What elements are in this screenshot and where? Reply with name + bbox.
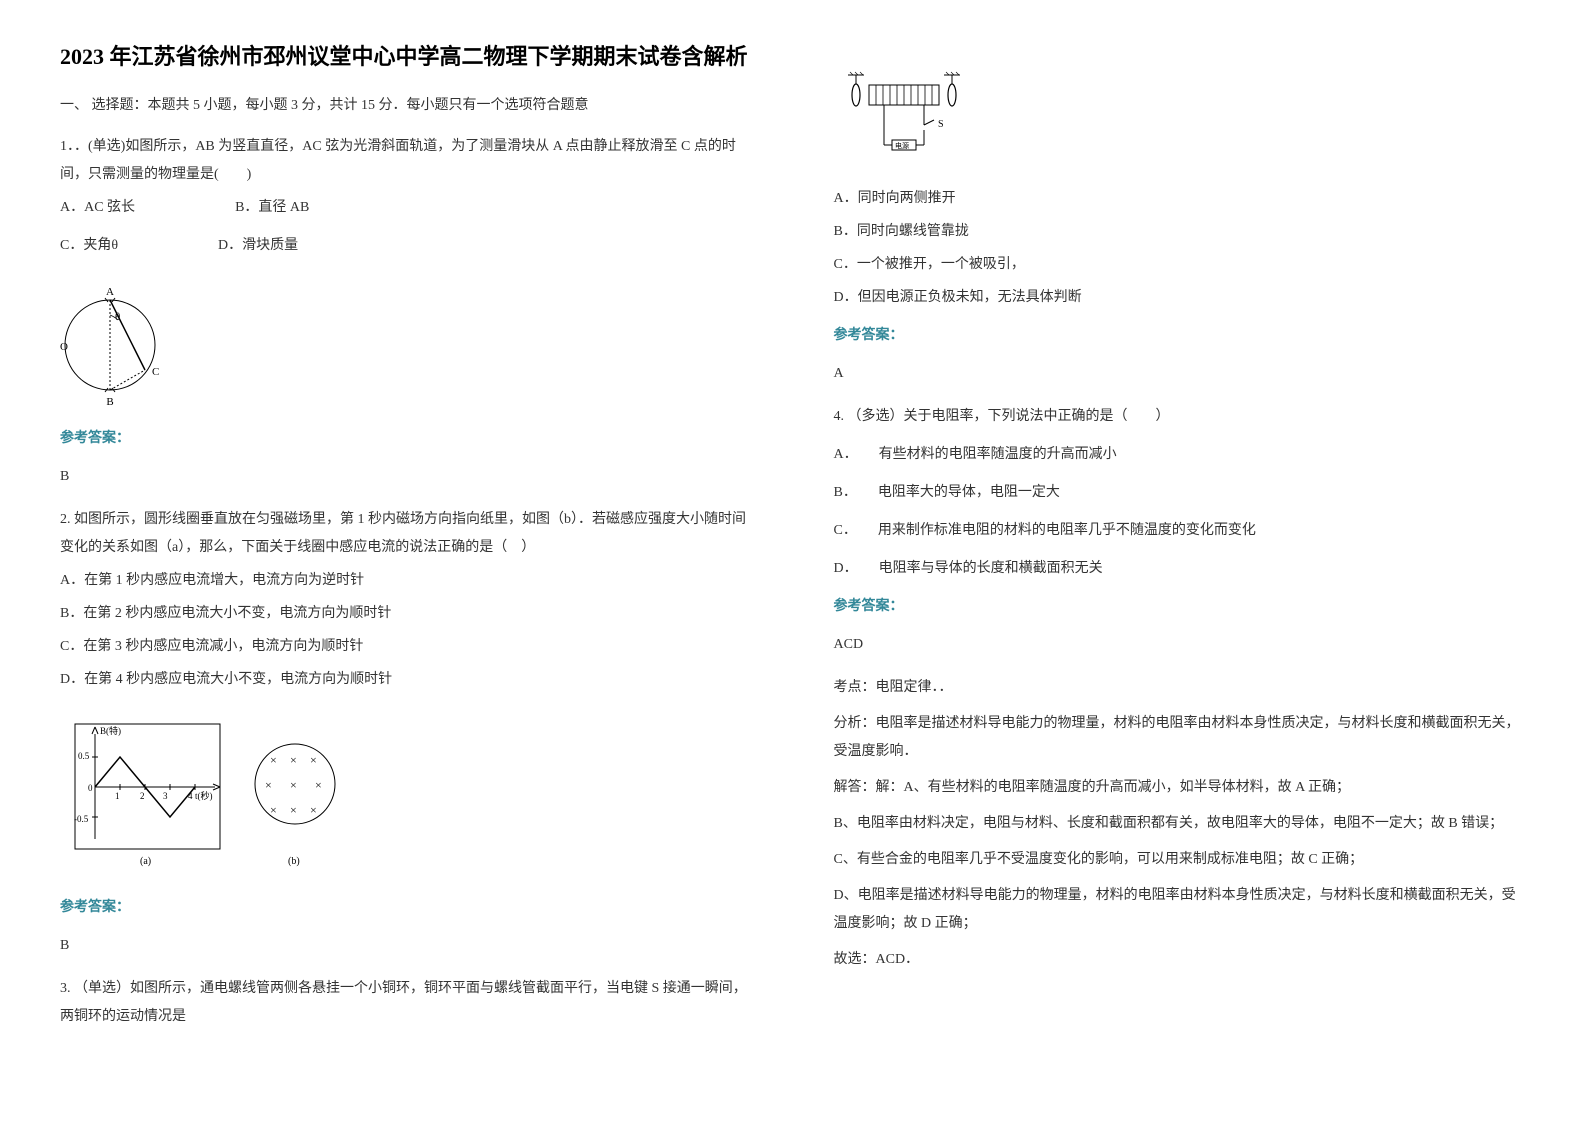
question-4: 4. （多选）关于电阻率，下列说法中正确的是（ ） A． 有些材料的电阻率随温度… <box>834 403 1528 974</box>
q3-number: 3. <box>60 981 74 996</box>
q3-text-part1: 3. （单选）如图所示，通电螺线管两侧各悬挂一个小铜环，铜环平面与螺线管截面平行… <box>60 981 747 1024</box>
q4-number: 4. <box>834 409 848 424</box>
svg-text:1: 1 <box>115 791 120 801</box>
q4-guxuan: 故选：ACD． <box>834 946 1528 974</box>
svg-text:t(秒): t(秒) <box>195 790 213 801</box>
q2-number: 2. <box>60 512 74 527</box>
q3-option-c: C．一个被推开，一个被吸引， <box>834 251 1528 279</box>
q4-fenxi: 分析：电阻率是描述材料导电能力的物理量，材料的电阻率由材料本身性质决定，与材料长… <box>834 710 1528 766</box>
q2-option-c: C．在第 3 秒内感应电流减小，电流方向为顺时针 <box>60 633 754 661</box>
q4-answer-label: 参考答案： <box>834 593 1528 621</box>
q1-option-c: C．夹角θ <box>60 232 118 260</box>
q1-answer: B <box>60 463 754 491</box>
graph-field-diagram: B(特) t(秒) 0.5 0 -0.5 1 2 3 4 <box>60 709 360 879</box>
svg-text:×: × <box>310 753 317 767</box>
q4-jieda-c: C、有些合金的电阻率几乎不受温度变化的影响，可以用来制成标准电阻；故 C 正确； <box>834 846 1528 874</box>
q4-option-d: D． 电阻率与导体的长度和横截面积无关 <box>834 555 1528 583</box>
q3-diagram: S 电源 <box>834 70 1528 170</box>
svg-text:×: × <box>290 753 297 767</box>
q2-answer: B <box>60 932 754 960</box>
svg-text:O: O <box>60 341 68 353</box>
svg-text:(b): (b) <box>288 856 300 867</box>
question-3-start: 3. （单选）如图所示，通电螺线管两侧各悬挂一个小铜环，铜环平面与螺线管截面平行… <box>60 975 754 1031</box>
q1-text: 1．．(单选)如图所示，AB 为竖直直径，AC 弦为光滑斜面轨道，为了测量滑块从… <box>60 139 736 182</box>
exam-title: 2023 年江苏省徐州市邳州议堂中心中学高二物理下学期期末试卷含解析 <box>60 40 754 73</box>
q2-body: 如图所示，圆形线圈垂直放在匀强磁场里，第 1 秒内磁场方向指向纸里，如图（b）．… <box>60 512 746 555</box>
svg-text:3: 3 <box>163 791 168 801</box>
q4-option-c: C． 用来制作标准电阻的材料的电阻率几乎不随温度的变化而变化 <box>834 517 1528 545</box>
q2-option-b: B．在第 2 秒内感应电流大小不变，电流方向为顺时针 <box>60 600 754 628</box>
svg-text:×: × <box>270 753 277 767</box>
svg-text:θ: θ <box>115 311 120 323</box>
solenoid-diagram: S 电源 <box>834 70 984 170</box>
svg-text:×: × <box>270 803 277 817</box>
q4-text: 4. （多选）关于电阻率，下列说法中正确的是（ ） <box>834 409 1170 424</box>
q4-jieda-d: D、电阻率是描述材料导电能力的物理量，材料的电阻率由材料本身性质决定，与材料长度… <box>834 882 1528 938</box>
q1-number: 1． <box>60 139 74 154</box>
q1-options-row-2: C．夹角θ D．滑块质量 <box>60 227 754 265</box>
q1-option-a: A．AC 弦长 <box>60 194 135 222</box>
left-column: 2023 年江苏省徐州市邳州议堂中心中学高二物理下学期期末试卷含解析 一、 选择… <box>60 40 754 1046</box>
svg-text:0: 0 <box>88 783 93 793</box>
q4-answer: ACD <box>834 631 1528 659</box>
q1-answer-label: 参考答案： <box>60 425 754 453</box>
q1-diagram: A B C O θ <box>60 280 754 410</box>
q3-answer: A <box>834 360 1528 388</box>
question-1: 1．．(单选)如图所示，AB 为竖直直径，AC 弦为光滑斜面轨道，为了测量滑块从… <box>60 133 754 491</box>
q4-jieda-intro: 解答：解：A、有些材料的电阻率随温度的升高而减小，如半导体材料，故 A 正确； <box>834 774 1528 802</box>
q1-body: ．(单选)如图所示，AB 为竖直直径，AC 弦为光滑斜面轨道，为了测量滑块从 A… <box>60 139 736 182</box>
q4-kaodian: 考点：电阻定律．． <box>834 674 1528 702</box>
q3-answer-label: 参考答案： <box>834 322 1528 350</box>
svg-text:-0.5: -0.5 <box>74 814 89 824</box>
q2-diagram: B(特) t(秒) 0.5 0 -0.5 1 2 3 4 <box>60 709 754 879</box>
svg-text:0.5: 0.5 <box>78 751 90 761</box>
circle-chord-diagram: A B C O θ <box>60 280 180 410</box>
q3-option-d: D．但因电源正负极未知，无法具体判断 <box>834 284 1528 312</box>
q2-answer-label: 参考答案： <box>60 894 754 922</box>
svg-text:C: C <box>152 366 159 378</box>
svg-text:2: 2 <box>140 791 145 801</box>
svg-text:B: B <box>106 396 113 408</box>
q1-options-row-1: A．AC 弦长 B．直径 AB <box>60 189 754 227</box>
q3-body: （单选）如图所示，通电螺线管两侧各悬挂一个小铜环，铜环平面与螺线管截面平行，当电… <box>60 981 747 1024</box>
svg-text:×: × <box>265 778 272 792</box>
q2-option-a: A．在第 1 秒内感应电流增大，电流方向为逆时针 <box>60 567 754 595</box>
q2-option-d: D．在第 4 秒内感应电流大小不变，电流方向为顺时针 <box>60 666 754 694</box>
svg-text:×: × <box>290 803 297 817</box>
svg-text:A: A <box>106 286 114 298</box>
question-2: 2. 如图所示，圆形线圈垂直放在匀强磁场里，第 1 秒内磁场方向指向纸里，如图（… <box>60 506 754 960</box>
svg-text:×: × <box>315 778 322 792</box>
question-3-continued: S 电源 A．同时向两侧推开 B．同时向螺线管靠拢 C．一个被推开，一个被吸引，… <box>834 70 1528 388</box>
svg-text:×: × <box>310 803 317 817</box>
svg-text:×: × <box>290 778 297 792</box>
right-column: S 电源 A．同时向两侧推开 B．同时向螺线管靠拢 C．一个被推开，一个被吸引，… <box>834 40 1528 1046</box>
q3-option-b: B．同时向螺线管靠拢 <box>834 218 1528 246</box>
q4-option-b: B． 电阻率大的导体，电阻一定大 <box>834 479 1528 507</box>
svg-text:B(特): B(特) <box>100 725 121 736</box>
q2-text: 2. 如图所示，圆形线圈垂直放在匀强磁场里，第 1 秒内磁场方向指向纸里，如图（… <box>60 512 746 555</box>
q4-jieda-b: B、电阻率由材料决定，电阻与材料、长度和截面积都有关，故电阻率大的导体，电阻不一… <box>834 810 1528 838</box>
svg-text:(a): (a) <box>140 856 151 867</box>
svg-text:S: S <box>938 119 944 130</box>
page-container: 2023 年江苏省徐州市邳州议堂中心中学高二物理下学期期末试卷含解析 一、 选择… <box>60 40 1527 1046</box>
section-header: 一、 选择题：本题共 5 小题，每小题 3 分，共计 15 分．每小题只有一个选… <box>60 93 754 118</box>
q4-option-a: A． 有些材料的电阻率随温度的升高而减小 <box>834 441 1528 469</box>
svg-text:电源: 电源 <box>895 141 909 150</box>
q4-body: （多选）关于电阻率，下列说法中正确的是（ ） <box>848 409 1170 424</box>
q1-option-b: B．直径 AB <box>235 194 309 222</box>
q1-option-d: D．滑块质量 <box>218 232 298 260</box>
q3-option-a: A．同时向两侧推开 <box>834 185 1528 213</box>
